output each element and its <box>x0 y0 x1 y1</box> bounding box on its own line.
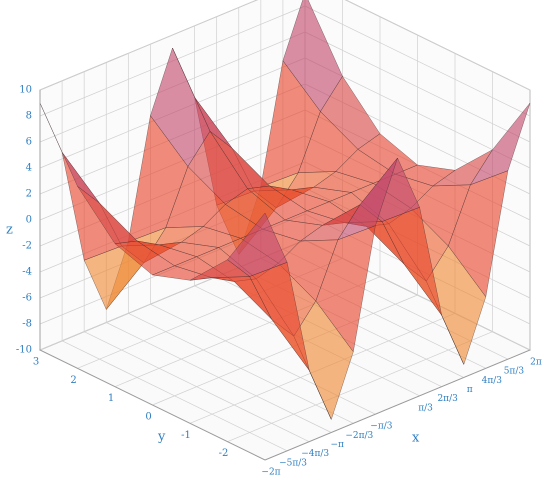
z-tick-label: 2 <box>26 189 32 200</box>
surface-patch <box>227 212 288 277</box>
x-tick-label: −2π <box>261 468 280 478</box>
box-edge <box>264 349 531 461</box>
y-tick-label: 1 <box>108 393 114 404</box>
z-tick-label: -2 <box>22 241 32 252</box>
x-tick-label: 2π <box>530 358 542 368</box>
y-tick-label: -1 <box>181 430 191 441</box>
y-tick-label: -2 <box>219 448 229 459</box>
y-tick-label: 3 <box>33 357 39 368</box>
z-tick-label: -10 <box>16 345 32 356</box>
box-edge <box>39 349 266 461</box>
x-axis-label: x <box>412 431 420 446</box>
grid-line <box>152 294 418 406</box>
x-tick-label: 5π/3 <box>504 367 525 377</box>
grid-line <box>227 331 493 442</box>
y-axis-label: y <box>157 430 166 445</box>
x-tick-label: −π <box>331 440 345 450</box>
z-tick-label: 4 <box>26 163 32 174</box>
x-tick-label: −2π/3 <box>345 431 373 441</box>
z-tick-label: -8 <box>22 319 32 330</box>
x-tick-label: −4π/3 <box>301 449 329 459</box>
x-tick-label: 2π/3 <box>437 394 458 404</box>
x-tick-label: π <box>467 385 473 395</box>
z-tick-label: 0 <box>26 215 32 226</box>
z-tick-label: -4 <box>22 267 32 278</box>
y-tick-label: 0 <box>145 412 151 423</box>
x-tick-label: −5π/3 <box>279 458 307 468</box>
z-tick-label: 8 <box>26 111 32 122</box>
z-tick-label: 10 <box>19 85 32 96</box>
x-tick-label: −π/3 <box>370 422 392 432</box>
z-tick-label: 6 <box>26 137 32 148</box>
z-tick-label: -6 <box>22 293 32 304</box>
x-tick-label: π/3 <box>418 403 433 413</box>
z-axis-label: z <box>6 223 13 238</box>
x-tick-label: 4π/3 <box>482 376 503 386</box>
y-tick-label: 2 <box>70 375 76 386</box>
